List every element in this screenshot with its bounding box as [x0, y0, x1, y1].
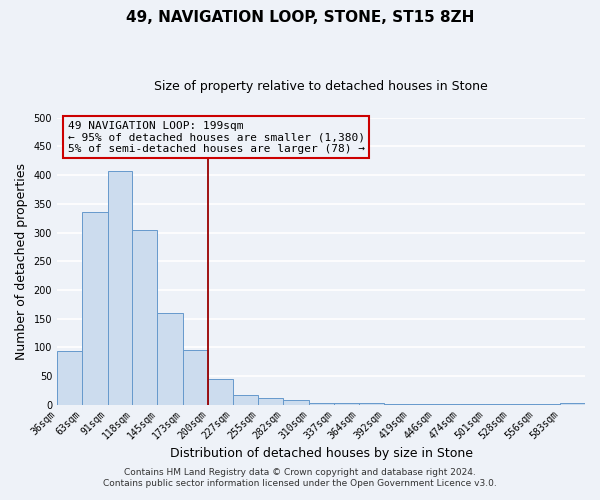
- Bar: [133, 230, 157, 404]
- X-axis label: Distribution of detached houses by size in Stone: Distribution of detached houses by size …: [170, 447, 473, 460]
- Bar: [233, 395, 259, 404]
- Bar: [208, 380, 233, 404]
- Bar: [57, 351, 82, 405]
- Bar: [283, 400, 309, 404]
- Text: 49 NAVIGATION LOOP: 199sqm
← 95% of detached houses are smaller (1,380)
5% of se: 49 NAVIGATION LOOP: 199sqm ← 95% of deta…: [68, 120, 365, 154]
- Bar: [183, 350, 208, 405]
- Bar: [157, 313, 183, 404]
- Title: Size of property relative to detached houses in Stone: Size of property relative to detached ho…: [154, 80, 488, 93]
- Text: Contains HM Land Registry data © Crown copyright and database right 2024.
Contai: Contains HM Land Registry data © Crown c…: [103, 468, 497, 487]
- Bar: [107, 171, 133, 404]
- Bar: [82, 212, 107, 404]
- Y-axis label: Number of detached properties: Number of detached properties: [15, 162, 28, 360]
- Text: 49, NAVIGATION LOOP, STONE, ST15 8ZH: 49, NAVIGATION LOOP, STONE, ST15 8ZH: [126, 10, 474, 25]
- Bar: [259, 398, 283, 404]
